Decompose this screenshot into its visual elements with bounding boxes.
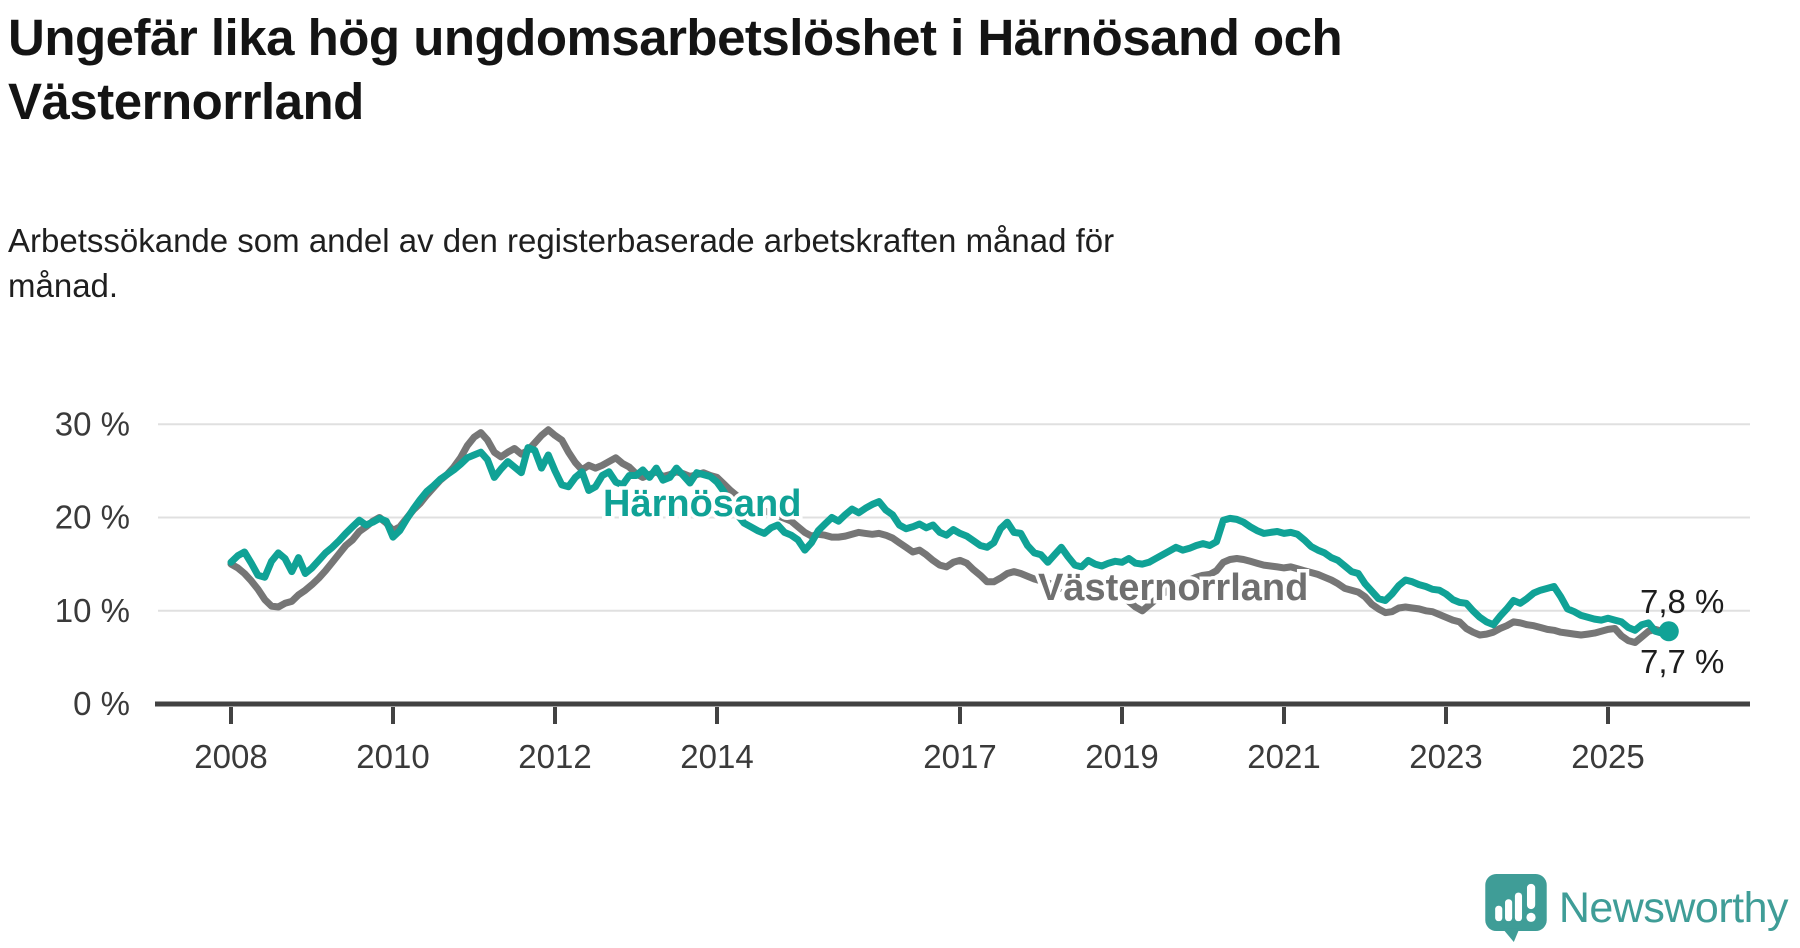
x-axis-label-2014: 2014 — [680, 738, 753, 775]
logo-exclamation-bar — [1526, 883, 1536, 910]
logo-bar-small — [1494, 905, 1503, 922]
x-axis-label-2017: 2017 — [923, 738, 996, 775]
chart-title-line2: Västernorrland — [8, 73, 364, 130]
newsworthy-logo: Newsworthy — [1485, 874, 1789, 942]
newsworthy-logo-icon — [1485, 874, 1547, 942]
y-axis-label-0: 0 % — [73, 685, 130, 722]
logo-bubble-tail — [1502, 928, 1520, 942]
series-label-härnösand: Härnösand — [603, 483, 801, 525]
series-label-västernorrland: Västernorrland — [1038, 567, 1308, 609]
y-axis-label-30: 30 % — [55, 405, 130, 442]
chart-subtitle-line1: Arbetssökande som andel av den registerb… — [8, 222, 1115, 259]
newsworthy-logo-text: Newsworthy — [1558, 883, 1789, 932]
series-line-västernorrland — [227, 426, 1673, 646]
logo-bar-large — [1514, 892, 1522, 922]
logo-exclamation-dot — [1526, 912, 1536, 922]
x-axis-label-2023: 2023 — [1409, 738, 1482, 775]
y-axis-label-20: 20 % — [55, 499, 130, 536]
logo-bar-medium — [1504, 899, 1512, 922]
series-end-value-västernorrland: 7,7 % — [1640, 643, 1724, 680]
series-end-value-härnösand: 7,8 % — [1640, 583, 1724, 620]
chart-title: Ungefär lika hög ungdomsarbetslöshet i H… — [8, 6, 1343, 134]
chart-subtitle: Arbetssökande som andel av den registerb… — [8, 218, 1114, 308]
y-axis-label-10: 10 % — [55, 592, 130, 629]
series-end-dot-härnösand — [1658, 621, 1679, 642]
x-axis-label-2021: 2021 — [1247, 738, 1320, 775]
chart-title-line1: Ungefär lika hög ungdomsarbetslöshet i H… — [8, 9, 1343, 66]
x-axis-label-2019: 2019 — [1085, 738, 1158, 775]
chart-subtitle-line2: månad. — [8, 267, 119, 304]
x-axis-label-2012: 2012 — [518, 738, 591, 775]
x-axis-label-2025: 2025 — [1571, 738, 1644, 775]
x-axis-label-2008: 2008 — [194, 738, 267, 775]
series-line-härnösand — [227, 444, 1673, 637]
x-axis-label-2010: 2010 — [356, 738, 429, 775]
